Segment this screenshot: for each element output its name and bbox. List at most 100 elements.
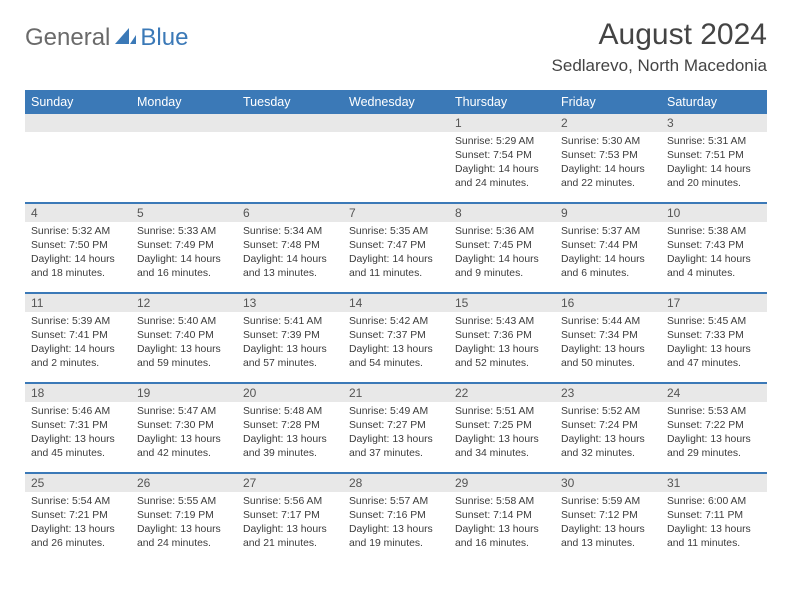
- week-row: 11Sunrise: 5:39 AMSunset: 7:41 PMDayligh…: [25, 294, 767, 382]
- sunset-text: Sunset: 7:16 PM: [349, 509, 443, 523]
- sunrise-text: Sunrise: 5:48 AM: [243, 405, 337, 419]
- day-cell-9: 9Sunrise: 5:37 AMSunset: 7:44 PMDaylight…: [555, 204, 661, 292]
- sunrise-text: Sunrise: 5:31 AM: [667, 135, 761, 149]
- date-number: 27: [237, 474, 343, 492]
- day-info: Sunrise: 5:58 AMSunset: 7:14 PMDaylight:…: [449, 492, 555, 557]
- sunrise-text: Sunrise: 5:58 AM: [455, 495, 549, 509]
- day-header-monday: Monday: [131, 90, 237, 114]
- daylight-text: Daylight: 13 hours and 19 minutes.: [349, 523, 443, 551]
- sunrise-text: Sunrise: 5:47 AM: [137, 405, 231, 419]
- date-number: 1: [449, 114, 555, 132]
- day-info: Sunrise: 5:36 AMSunset: 7:45 PMDaylight:…: [449, 222, 555, 287]
- day-info: Sunrise: 5:31 AMSunset: 7:51 PMDaylight:…: [661, 132, 767, 197]
- date-number: 17: [661, 294, 767, 312]
- sunset-text: Sunset: 7:14 PM: [455, 509, 549, 523]
- sunrise-text: Sunrise: 5:30 AM: [561, 135, 655, 149]
- date-number: 7: [343, 204, 449, 222]
- sunrise-text: Sunrise: 5:37 AM: [561, 225, 655, 239]
- sunrise-text: Sunrise: 5:59 AM: [561, 495, 655, 509]
- day-cell-17: 17Sunrise: 5:45 AMSunset: 7:33 PMDayligh…: [661, 294, 767, 382]
- date-number: 10: [661, 204, 767, 222]
- date-number: [25, 114, 131, 132]
- day-cell-26: 26Sunrise: 5:55 AMSunset: 7:19 PMDayligh…: [131, 474, 237, 562]
- month-title: August 2024: [552, 18, 767, 52]
- sunset-text: Sunset: 7:17 PM: [243, 509, 337, 523]
- sunrise-text: Sunrise: 5:38 AM: [667, 225, 761, 239]
- day-info: Sunrise: 5:57 AMSunset: 7:16 PMDaylight:…: [343, 492, 449, 557]
- date-number: 16: [555, 294, 661, 312]
- date-number: 8: [449, 204, 555, 222]
- daylight-text: Daylight: 13 hours and 37 minutes.: [349, 433, 443, 461]
- day-header-thursday: Thursday: [449, 90, 555, 114]
- day-cell-blank: [343, 114, 449, 202]
- daylight-text: Daylight: 13 hours and 26 minutes.: [31, 523, 125, 551]
- sunset-text: Sunset: 7:39 PM: [243, 329, 337, 343]
- sunset-text: Sunset: 7:48 PM: [243, 239, 337, 253]
- sunset-text: Sunset: 7:36 PM: [455, 329, 549, 343]
- date-number: 21: [343, 384, 449, 402]
- day-header-tuesday: Tuesday: [237, 90, 343, 114]
- sunrise-text: Sunrise: 6:00 AM: [667, 495, 761, 509]
- day-info: Sunrise: 5:46 AMSunset: 7:31 PMDaylight:…: [25, 402, 131, 467]
- date-number: 4: [25, 204, 131, 222]
- sunrise-text: Sunrise: 5:36 AM: [455, 225, 549, 239]
- sunrise-text: Sunrise: 5:56 AM: [243, 495, 337, 509]
- sunrise-text: Sunrise: 5:39 AM: [31, 315, 125, 329]
- day-info: Sunrise: 5:44 AMSunset: 7:34 PMDaylight:…: [555, 312, 661, 377]
- sunrise-text: Sunrise: 5:51 AM: [455, 405, 549, 419]
- sunset-text: Sunset: 7:21 PM: [31, 509, 125, 523]
- sunrise-text: Sunrise: 5:57 AM: [349, 495, 443, 509]
- day-info: Sunrise: 5:49 AMSunset: 7:27 PMDaylight:…: [343, 402, 449, 467]
- daylight-text: Daylight: 13 hours and 16 minutes.: [455, 523, 549, 551]
- sunset-text: Sunset: 7:11 PM: [667, 509, 761, 523]
- sunset-text: Sunset: 7:41 PM: [31, 329, 125, 343]
- date-number: 29: [449, 474, 555, 492]
- date-number: 11: [25, 294, 131, 312]
- day-info: Sunrise: 5:40 AMSunset: 7:40 PMDaylight:…: [131, 312, 237, 377]
- daylight-text: Daylight: 13 hours and 13 minutes.: [561, 523, 655, 551]
- day-info: Sunrise: 5:55 AMSunset: 7:19 PMDaylight:…: [131, 492, 237, 557]
- day-cell-2: 2Sunrise: 5:30 AMSunset: 7:53 PMDaylight…: [555, 114, 661, 202]
- date-number: 14: [343, 294, 449, 312]
- day-cell-22: 22Sunrise: 5:51 AMSunset: 7:25 PMDayligh…: [449, 384, 555, 472]
- day-cell-21: 21Sunrise: 5:49 AMSunset: 7:27 PMDayligh…: [343, 384, 449, 472]
- location-text: Sedlarevo, North Macedonia: [552, 56, 767, 76]
- week-row: 25Sunrise: 5:54 AMSunset: 7:21 PMDayligh…: [25, 474, 767, 562]
- day-cell-24: 24Sunrise: 5:53 AMSunset: 7:22 PMDayligh…: [661, 384, 767, 472]
- sunrise-text: Sunrise: 5:43 AM: [455, 315, 549, 329]
- day-info: Sunrise: 5:51 AMSunset: 7:25 PMDaylight:…: [449, 402, 555, 467]
- daylight-text: Daylight: 13 hours and 34 minutes.: [455, 433, 549, 461]
- date-number: 9: [555, 204, 661, 222]
- date-number: [131, 114, 237, 132]
- date-number: 13: [237, 294, 343, 312]
- date-number: 31: [661, 474, 767, 492]
- date-number: 20: [237, 384, 343, 402]
- day-cell-7: 7Sunrise: 5:35 AMSunset: 7:47 PMDaylight…: [343, 204, 449, 292]
- day-cell-20: 20Sunrise: 5:48 AMSunset: 7:28 PMDayligh…: [237, 384, 343, 472]
- daylight-text: Daylight: 13 hours and 59 minutes.: [137, 343, 231, 371]
- day-info: Sunrise: 5:41 AMSunset: 7:39 PMDaylight:…: [237, 312, 343, 377]
- daylight-text: Daylight: 14 hours and 2 minutes.: [31, 343, 125, 371]
- date-number: 6: [237, 204, 343, 222]
- sunset-text: Sunset: 7:37 PM: [349, 329, 443, 343]
- brand-sail-icon: [115, 26, 137, 51]
- day-info: Sunrise: 5:29 AMSunset: 7:54 PMDaylight:…: [449, 132, 555, 197]
- day-header-friday: Friday: [555, 90, 661, 114]
- date-number: 15: [449, 294, 555, 312]
- sunset-text: Sunset: 7:24 PM: [561, 419, 655, 433]
- day-info: Sunrise: 5:47 AMSunset: 7:30 PMDaylight:…: [131, 402, 237, 467]
- date-number: 19: [131, 384, 237, 402]
- day-info: Sunrise: 5:37 AMSunset: 7:44 PMDaylight:…: [555, 222, 661, 287]
- day-info: Sunrise: 5:34 AMSunset: 7:48 PMDaylight:…: [237, 222, 343, 287]
- sunrise-text: Sunrise: 5:55 AM: [137, 495, 231, 509]
- day-cell-25: 25Sunrise: 5:54 AMSunset: 7:21 PMDayligh…: [25, 474, 131, 562]
- day-info: Sunrise: 5:39 AMSunset: 7:41 PMDaylight:…: [25, 312, 131, 377]
- sunset-text: Sunset: 7:22 PM: [667, 419, 761, 433]
- week-row: 4Sunrise: 5:32 AMSunset: 7:50 PMDaylight…: [25, 204, 767, 292]
- day-cell-5: 5Sunrise: 5:33 AMSunset: 7:49 PMDaylight…: [131, 204, 237, 292]
- sunset-text: Sunset: 7:51 PM: [667, 149, 761, 163]
- sunrise-text: Sunrise: 5:49 AM: [349, 405, 443, 419]
- daylight-text: Daylight: 14 hours and 4 minutes.: [667, 253, 761, 281]
- date-number: 22: [449, 384, 555, 402]
- daylight-text: Daylight: 14 hours and 18 minutes.: [31, 253, 125, 281]
